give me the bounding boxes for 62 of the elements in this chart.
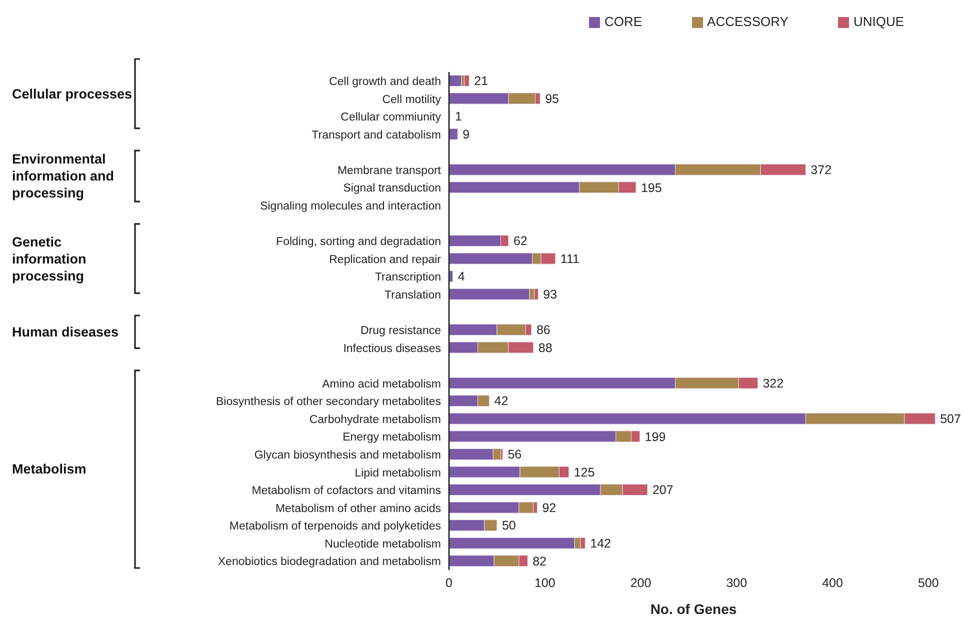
y-tick-label: Transport and catabolism	[312, 129, 441, 142]
total-label: 42	[494, 394, 508, 408]
legend-label: ACCESSORY	[707, 14, 788, 29]
y-tick-label: Amino acid metabolism	[322, 378, 441, 390]
total-label: 4	[458, 270, 465, 284]
legend-label: UNIQUE	[853, 14, 904, 29]
x-tick-label: 500	[918, 576, 939, 590]
y-tick-label: Metabolism of other amino acids	[275, 502, 442, 515]
x-tick-label: 200	[630, 576, 652, 590]
text: Genetic information processing	[12, 233, 88, 284]
y-tick-label: Glycan biosynthesis and metabolism	[254, 449, 441, 462]
total-label: 82	[532, 554, 547, 568]
total-label: 111	[560, 252, 580, 266]
total-label: 88	[538, 340, 552, 355]
y-tick-label: Cell growth and death	[329, 76, 441, 88]
text: Metabolism	[12, 460, 88, 478]
x-tick-label: 400	[822, 576, 844, 590]
y-tick-label: Lipid metabolism	[354, 467, 441, 480]
y-tick-label: Cell motility	[382, 94, 442, 106]
total-label: 21	[474, 74, 488, 88]
total-label: 125	[574, 465, 595, 480]
y-tick-label: Carbohydrate metabolism	[309, 414, 441, 426]
total-label: 372	[810, 163, 832, 178]
y-tick-label: Signaling molecules and interaction	[260, 200, 441, 212]
total-label: 207	[652, 483, 674, 498]
text: Cellular processes	[12, 85, 134, 102]
y-tick-label: Energy metabolism	[342, 432, 441, 444]
total-label: 95	[545, 92, 560, 106]
y-tick-label: Translation	[384, 289, 441, 302]
y-tick-label: Signal transduction	[343, 182, 441, 195]
total-label: 62	[513, 234, 528, 248]
total-label: 507	[940, 412, 962, 426]
y-tick-label: Infectious diseases	[343, 342, 442, 355]
total-label: 322	[762, 376, 784, 390]
y-tick-label: Xenobiotics biodegradation and metabolism	[218, 556, 441, 568]
legend-label: CORE	[604, 14, 642, 29]
total-label: 50	[502, 518, 516, 533]
total-label: 1	[454, 110, 462, 124]
text: Human diseases	[12, 323, 120, 340]
x-tick-label: 300	[726, 576, 748, 590]
total-label: 92	[542, 500, 556, 515]
y-tick-label: Transcription	[374, 272, 441, 284]
total-label: 9	[462, 127, 470, 142]
total-label: 195	[640, 180, 662, 195]
total-label: 199	[644, 430, 666, 444]
y-tick-label: Cellular commiunity	[340, 112, 442, 124]
x-tick-label: 100	[534, 576, 556, 590]
y-tick-label: Nucleotide metabolism	[324, 538, 441, 550]
y-tick-label: Metabolism of cofactors and vitamins	[252, 485, 442, 498]
total-label: 93	[543, 288, 558, 302]
y-tick-label: Membrane transport	[337, 164, 442, 177]
x-tick-label: 0	[446, 576, 453, 590]
total-label: 86	[536, 323, 550, 338]
total-label: 142	[590, 536, 612, 551]
y-tick-label: Folding, sorting and degradation	[276, 236, 441, 248]
x-axis-title: No. of Genes	[650, 601, 737, 617]
y-tick-label: Replication and repair	[329, 254, 442, 266]
y-tick-label: Metabolism of terpenoids and polyketides	[229, 520, 442, 533]
y-tick-label: Biosynthesis of other secondary metabolites	[216, 396, 442, 408]
text: Environmental information and processing	[12, 150, 115, 202]
y-tick-label: Drug resistance	[360, 324, 441, 337]
total-label: 56	[508, 448, 522, 462]
